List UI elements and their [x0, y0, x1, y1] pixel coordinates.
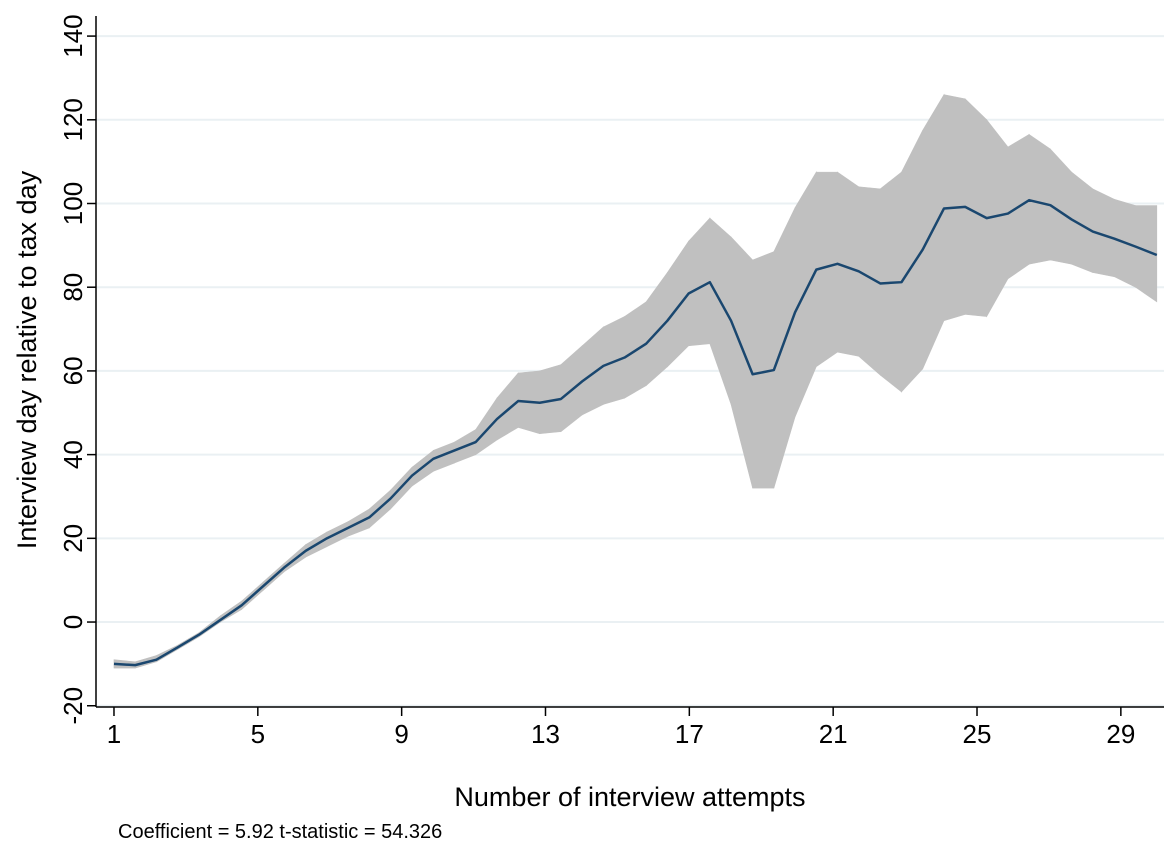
- confidence-band: [645, 271, 668, 387]
- x-tick-label: 21: [819, 719, 848, 749]
- x-tick-label: 9: [394, 719, 408, 749]
- y-axis-title: Interview day relative to tax day: [12, 170, 42, 549]
- y-tick-label: 40: [58, 440, 88, 469]
- confidence-band: [581, 326, 604, 416]
- y-tick-label: -20: [58, 687, 88, 725]
- confidence-band: [794, 171, 817, 418]
- confidence-band: [1135, 205, 1158, 303]
- x-tick-label: 17: [675, 719, 704, 749]
- line: [113, 198, 1158, 667]
- x-axis-title: Number of interview attempts: [454, 782, 805, 812]
- x-tick-label: 13: [531, 719, 560, 749]
- y-tick-label: 100: [58, 182, 88, 225]
- y-tick-label: 120: [58, 98, 88, 141]
- footnote: Coefficient = 5.92 t-statistic = 54.326: [118, 821, 442, 843]
- y-tick-label: 140: [58, 14, 88, 57]
- confidence-band: [496, 372, 519, 441]
- confidence-band: [688, 217, 711, 347]
- x-tick-label: 29: [1106, 719, 1135, 749]
- y-tick-label: 0: [58, 615, 88, 629]
- confidence-band: [475, 397, 498, 456]
- x-tick-label: 5: [251, 719, 265, 749]
- y-tick-label: 80: [58, 273, 88, 302]
- confidence-band: [667, 240, 689, 368]
- x-tick-label: 25: [963, 719, 992, 749]
- confidence-band: [773, 207, 796, 489]
- y-tick-label: 60: [58, 356, 88, 385]
- confidence-band: [730, 236, 753, 489]
- confidence-band: [1028, 133, 1051, 265]
- confidence-band: [709, 217, 732, 405]
- x-tick-label: 1: [107, 719, 121, 749]
- y-tick-label: 20: [58, 524, 88, 553]
- confidence-band: [901, 130, 924, 393]
